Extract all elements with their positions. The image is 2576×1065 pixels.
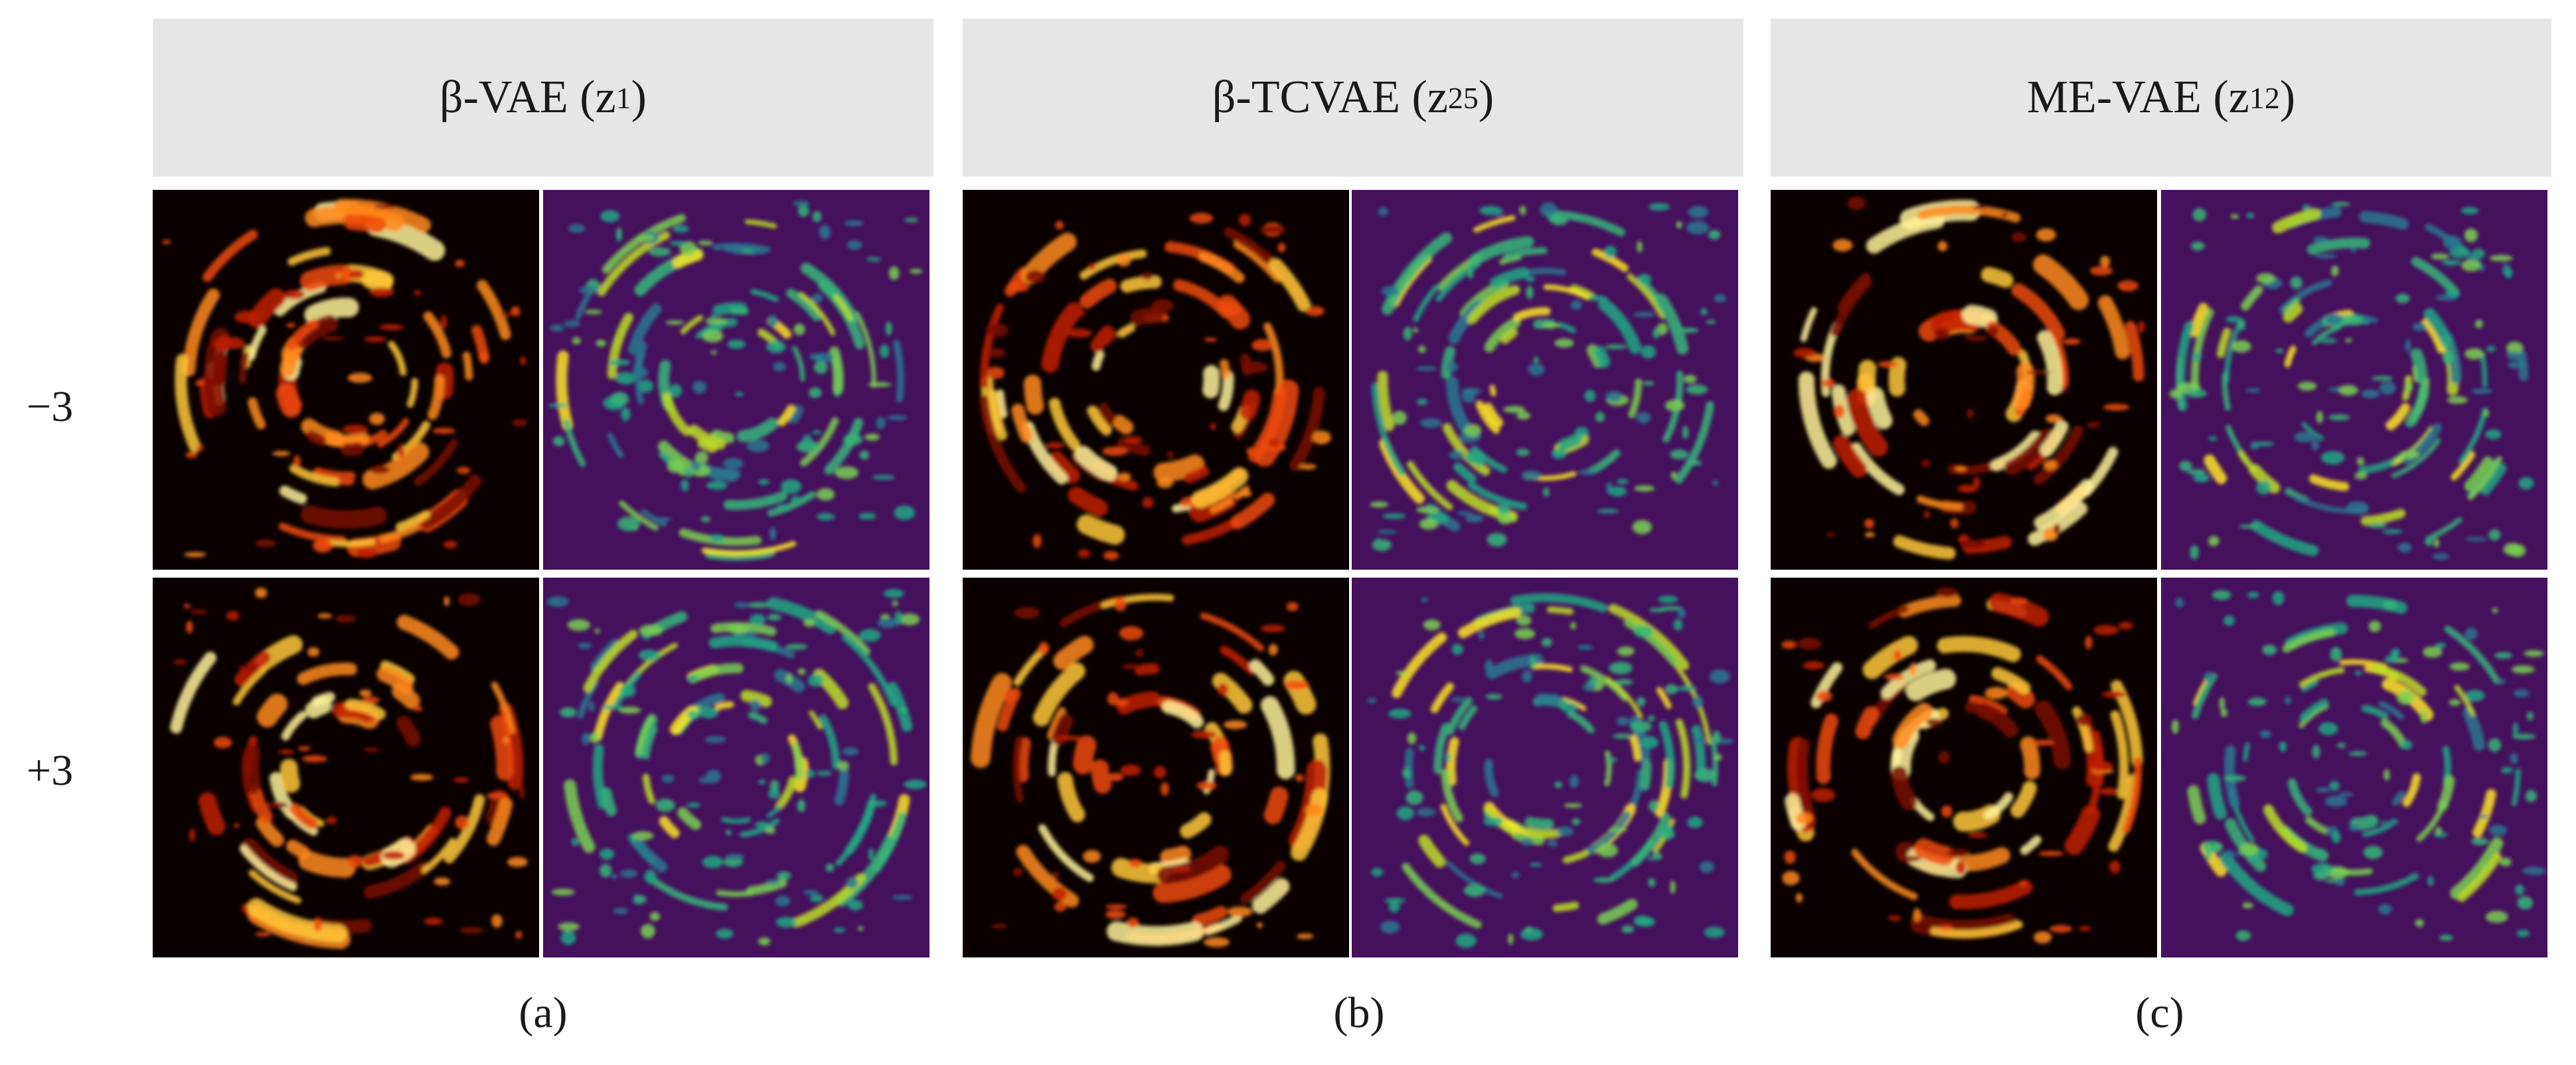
viridis-image — [2161, 578, 2547, 957]
caption-c: (c) — [2135, 989, 2184, 1037]
heatmap-image — [153, 578, 539, 957]
column-header-close: ) — [1478, 72, 1494, 123]
column-header-beta-tcvae: β-TCVAE (z 25) — [963, 19, 1743, 177]
viridis-image — [543, 578, 929, 957]
caption-a: (a) — [519, 989, 568, 1037]
heatmap-image — [1771, 578, 2157, 957]
viridis-image — [1352, 578, 1738, 957]
column-header-label: β-VAE (z — [440, 72, 616, 123]
column-header-close: ) — [2279, 72, 2296, 123]
row-label-plus: +3 — [27, 746, 74, 795]
column-header-close: ) — [631, 72, 647, 123]
row-label-minus: −3 — [27, 382, 74, 431]
heatmap-image — [963, 578, 1349, 957]
caption-b: (b) — [1333, 989, 1385, 1037]
heatmap-image — [963, 190, 1349, 570]
column-header-label: β-TCVAE (z — [1212, 72, 1448, 123]
viridis-image — [543, 190, 929, 570]
column-header-subscript: 25 — [1447, 80, 1479, 115]
column-header-label: ME-VAE (z — [2026, 72, 2249, 123]
viridis-image — [1352, 190, 1738, 570]
column-header-subscript: 12 — [2249, 80, 2280, 115]
viridis-image — [2161, 190, 2547, 570]
heatmap-image — [1771, 190, 2157, 570]
column-header-subscript: 1 — [615, 80, 631, 115]
heatmap-image — [153, 190, 539, 570]
column-header-me-vae: ME-VAE (z 12) — [1771, 19, 2551, 177]
column-header-beta-vae: β-VAE (z 1) — [153, 19, 933, 177]
